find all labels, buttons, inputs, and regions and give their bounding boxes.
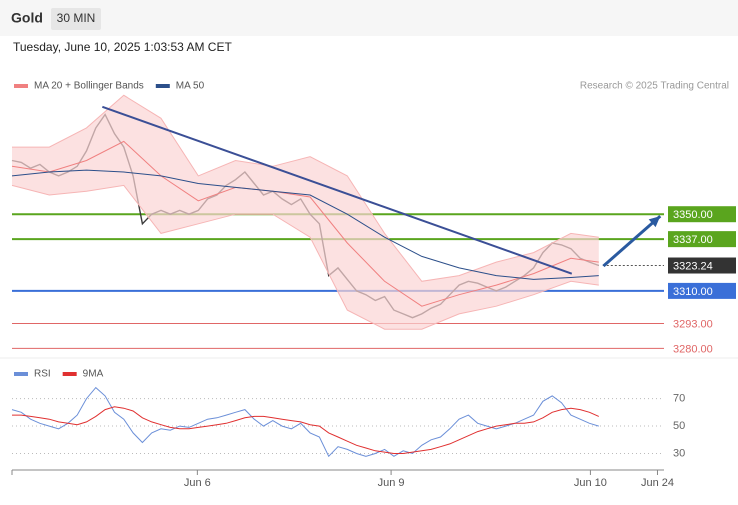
x-tick-label: Jun 24 [641, 477, 674, 489]
level-label: 3337.00 [673, 234, 713, 246]
legend-label: 9MA [83, 369, 104, 380]
indicator-line [11, 169, 599, 280]
y-tick-label: 30 [673, 447, 685, 459]
arrow-head [648, 216, 661, 228]
level-label-box [668, 206, 736, 223]
legend-swatch [155, 84, 170, 88]
indicator-line [11, 140, 599, 307]
legend-swatch [14, 372, 28, 376]
interval-label[interactable]: 30 MIN [57, 11, 96, 25]
x-tick-label: Jun 9 [378, 477, 405, 489]
instrument-title: Gold [11, 10, 43, 26]
level-label: 3350.00 [673, 209, 713, 221]
indicator-line [11, 386, 599, 458]
y-tick-label: 70 [673, 393, 685, 405]
level-label: 3280.00 [673, 343, 713, 355]
timestamp: Tuesday, June 10, 2025 1:03:53 AM CET [13, 40, 232, 54]
legend-swatch [14, 84, 28, 88]
level-label-box [668, 282, 736, 299]
bollinger-fill [12, 95, 599, 330]
indicator-line [12, 406, 600, 454]
interval-button[interactable] [51, 8, 101, 30]
arrow [602, 214, 662, 268]
legend-label: MA 50 [176, 81, 205, 92]
level-label: 3310.00 [673, 286, 713, 298]
trendline [102, 105, 573, 275]
level-label-box [668, 257, 736, 274]
bollinger-lower [11, 184, 599, 330]
bollinger-upper [12, 94, 599, 282]
x-tick-label: Jun 10 [574, 477, 607, 489]
level-label-box [668, 231, 736, 248]
legend-label: MA 20 + Bollinger Bands [34, 81, 144, 92]
top-bar [0, 0, 738, 36]
level-label: 3293.00 [673, 318, 713, 330]
x-tick-label: Jun 6 [184, 477, 211, 489]
y-tick-label: 50 [673, 420, 685, 432]
credit: Research © 2025 Trading Central [580, 81, 729, 92]
legend-swatch [62, 372, 77, 376]
legend-label: RSI [34, 369, 51, 380]
level-label: 3323.24 [673, 260, 713, 272]
